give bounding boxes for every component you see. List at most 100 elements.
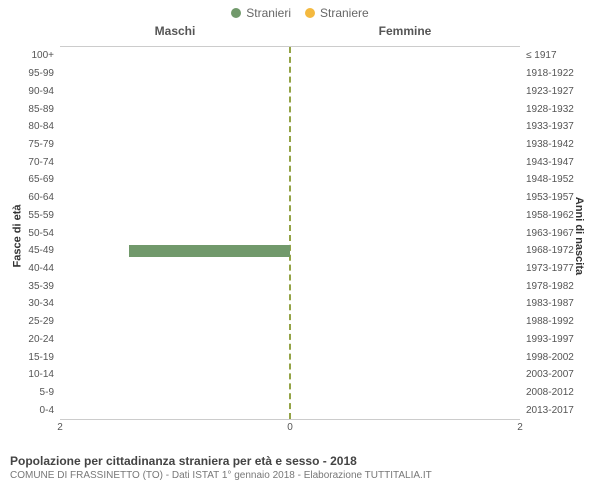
age-label: 95-99 [2, 68, 54, 79]
female-half [290, 348, 520, 366]
pyramid-row: 15-191998-2002 [60, 348, 520, 366]
female-half [290, 171, 520, 189]
year-label: 1983-1987 [526, 298, 598, 309]
male-half [60, 206, 290, 224]
female-half [290, 47, 520, 65]
female-half [290, 260, 520, 278]
age-label: 30-34 [2, 298, 54, 309]
year-label: ≤ 1917 [526, 50, 598, 61]
pyramid-row: 65-691948-1952 [60, 171, 520, 189]
left-column-header: Maschi [60, 24, 290, 42]
female-half [290, 65, 520, 83]
year-label: 1958-1962 [526, 210, 598, 221]
pyramid-row: 25-291988-1992 [60, 313, 520, 331]
year-label: 2008-2012 [526, 387, 598, 398]
male-half [60, 277, 290, 295]
male-half [60, 65, 290, 83]
pyramid-row: 40-441973-1977 [60, 260, 520, 278]
year-label: 1933-1937 [526, 121, 598, 132]
year-label: 1993-1997 [526, 334, 598, 345]
year-label: 1918-1922 [526, 68, 598, 79]
pyramid-row: 70-741943-1947 [60, 153, 520, 171]
year-label: 1988-1992 [526, 316, 598, 327]
male-half [60, 189, 290, 207]
age-label: 90-94 [2, 86, 54, 97]
male-half [60, 260, 290, 278]
male-half [60, 118, 290, 136]
legend-item-male: Stranieri [231, 6, 291, 20]
age-label: 40-44 [2, 263, 54, 274]
female-half [290, 136, 520, 154]
male-half [60, 224, 290, 242]
pyramid-row: 80-841933-1937 [60, 118, 520, 136]
right-column-header: Femmine [290, 24, 520, 42]
female-half [290, 206, 520, 224]
age-label: 35-39 [2, 281, 54, 292]
age-label: 75-79 [2, 139, 54, 150]
male-half [60, 366, 290, 384]
legend-dot-female [305, 8, 315, 18]
female-half [290, 277, 520, 295]
age-label: 55-59 [2, 210, 54, 221]
x-axis: 202 [60, 422, 520, 436]
plot-area: 100+≤ 191795-991918-192290-941923-192785… [60, 46, 520, 420]
pyramid-row: 35-391978-1982 [60, 277, 520, 295]
pyramid-chart: Maschi Femmine Fasce di età Anni di nasc… [0, 20, 600, 450]
legend-label-female: Straniere [320, 6, 369, 20]
pyramid-row: 45-491968-1972 [60, 242, 520, 260]
year-label: 1938-1942 [526, 139, 598, 150]
age-label: 15-19 [2, 352, 54, 363]
pyramid-row: 50-541963-1967 [60, 224, 520, 242]
male-half [60, 242, 290, 260]
female-half [290, 242, 520, 260]
female-half [290, 82, 520, 100]
pyramid-row: 55-591958-1962 [60, 206, 520, 224]
chart-subtitle: COMUNE DI FRASSINETTO (TO) - Dati ISTAT … [10, 470, 590, 481]
year-label: 2013-2017 [526, 405, 598, 416]
male-half [60, 82, 290, 100]
year-label: 1978-1982 [526, 281, 598, 292]
year-label: 1998-2002 [526, 352, 598, 363]
female-half [290, 295, 520, 313]
age-label: 70-74 [2, 157, 54, 168]
female-half [290, 401, 520, 419]
pyramid-row: 75-791938-1942 [60, 136, 520, 154]
female-half [290, 153, 520, 171]
male-half [60, 47, 290, 65]
year-label: 1948-1952 [526, 174, 598, 185]
pyramid-row: 100+≤ 1917 [60, 47, 520, 65]
chart-legend: Stranieri Straniere [0, 0, 600, 20]
male-bar [129, 245, 290, 257]
pyramid-row: 30-341983-1987 [60, 295, 520, 313]
male-half [60, 313, 290, 331]
year-label: 1963-1967 [526, 228, 598, 239]
female-half [290, 331, 520, 349]
male-half [60, 136, 290, 154]
year-label: 1928-1932 [526, 104, 598, 115]
chart-footer: Popolazione per cittadinanza straniera p… [0, 450, 600, 481]
male-half [60, 331, 290, 349]
female-half [290, 118, 520, 136]
age-label: 50-54 [2, 228, 54, 239]
age-label: 85-89 [2, 104, 54, 115]
female-half [290, 313, 520, 331]
legend-item-female: Straniere [305, 6, 369, 20]
male-half [60, 100, 290, 118]
column-headers: Maschi Femmine [60, 24, 520, 42]
age-label: 25-29 [2, 316, 54, 327]
female-half [290, 366, 520, 384]
female-half [290, 224, 520, 242]
age-label: 100+ [2, 50, 54, 61]
pyramid-row: 85-891928-1932 [60, 100, 520, 118]
pyramid-row: 60-641953-1957 [60, 189, 520, 207]
chart-title: Popolazione per cittadinanza straniera p… [10, 454, 590, 468]
female-half [290, 384, 520, 402]
x-tick: 0 [287, 422, 293, 433]
male-half [60, 295, 290, 313]
female-half [290, 189, 520, 207]
male-half [60, 384, 290, 402]
male-half [60, 401, 290, 419]
year-label: 1943-1947 [526, 157, 598, 168]
male-half [60, 171, 290, 189]
pyramid-row: 5-92008-2012 [60, 384, 520, 402]
